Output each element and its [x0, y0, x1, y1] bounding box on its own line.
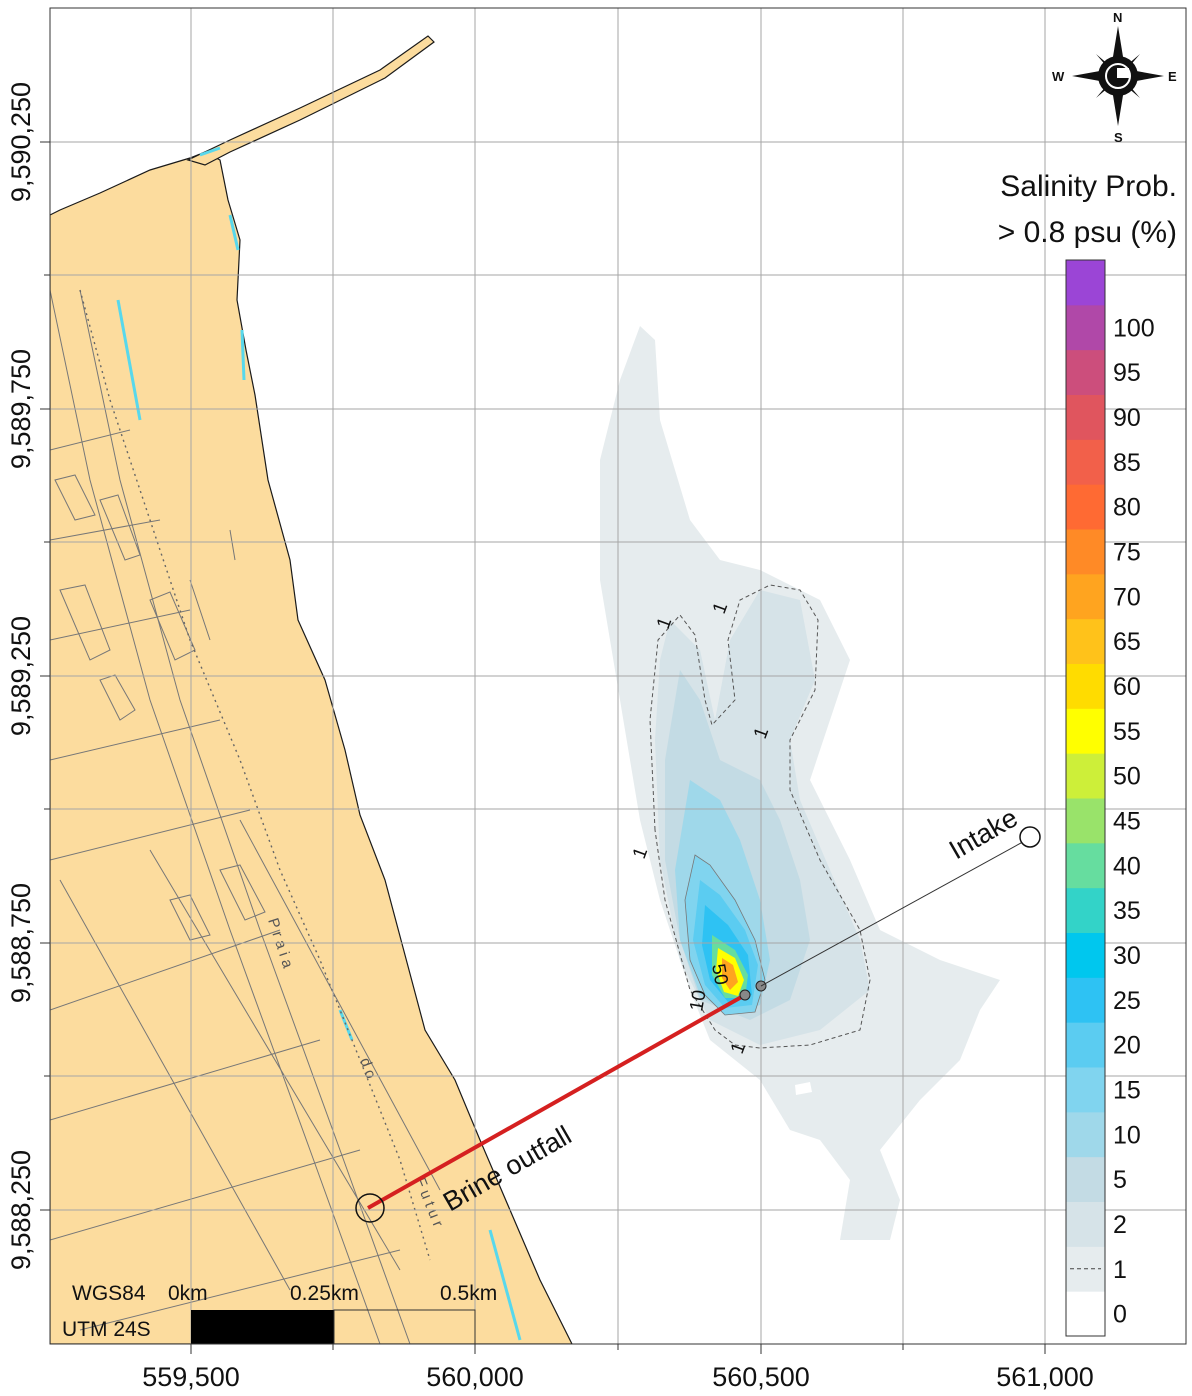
legend-label-2: 2 — [1113, 1211, 1127, 1239]
legend-label-25: 25 — [1113, 987, 1141, 1015]
legend-label-35: 35 — [1113, 897, 1141, 925]
outfall-origin-marker — [355, 1193, 385, 1223]
legend-label-50: 50 — [1113, 763, 1141, 791]
legend-swatch-45 — [1066, 798, 1105, 844]
contour-label-10: 10 — [686, 988, 710, 1012]
coordinate-grid — [50, 8, 1186, 1344]
legend-swatch-80 — [1066, 484, 1105, 530]
x-tick-label-560000: 560,000 — [426, 1362, 524, 1392]
legend-label-90: 90 — [1113, 404, 1141, 432]
x-axis: 559,500 560,000 560,500 561,000 — [142, 1344, 1094, 1392]
brine-outfall-pipe — [367, 993, 746, 1210]
shoreline-water — [116, 146, 522, 1341]
legend-swatch-95 — [1066, 349, 1105, 395]
legend-label-10: 10 — [1113, 1121, 1141, 1149]
scale-datum: WGS84 — [72, 1282, 146, 1305]
legend-label-40: 40 — [1113, 852, 1141, 880]
scale-label-0: 0km — [168, 1282, 208, 1305]
legend-label-70: 70 — [1113, 583, 1141, 611]
legend-border — [1065, 259, 1106, 1337]
legend-swatch-40 — [1066, 842, 1105, 889]
legend-swatch-0 — [1066, 1291, 1105, 1337]
legend-label-5: 5 — [1113, 1166, 1127, 1194]
north-arrow-icon: N S E W — [1052, 10, 1177, 145]
legend-swatch-15 — [1066, 1067, 1105, 1113]
legend-swatch-25 — [1066, 977, 1105, 1023]
legend-label-60: 60 — [1113, 673, 1141, 701]
contour-label-50: 50 — [707, 962, 731, 986]
y-tick-label-9589750: 9,589,750 — [6, 349, 36, 469]
y-tick-label-9589250: 9,589,250 — [6, 616, 36, 736]
legend-swatch-90 — [1066, 394, 1105, 440]
legend-swatch-2 — [1066, 1201, 1105, 1247]
scale-bar: WGS84 UTM 24S 0km 0.25km 0.5km — [62, 1282, 497, 1344]
legend-swatch-60 — [1066, 663, 1105, 709]
legend-swatch-10 — [1066, 1111, 1105, 1158]
compass-w: W — [1052, 69, 1065, 84]
legend-label-85: 85 — [1113, 449, 1141, 477]
pier — [186, 35, 435, 166]
legend-swatch-20 — [1066, 1022, 1105, 1068]
legend-label-45: 45 — [1113, 807, 1141, 835]
x-tick-label-559500: 559,500 — [142, 1362, 240, 1392]
scale-label-025: 0.25km — [290, 1282, 359, 1305]
compass-s: S — [1114, 130, 1123, 145]
legend-label-55: 55 — [1113, 718, 1141, 746]
intake-pipe — [760, 837, 1031, 987]
legend-colorbar: 0125101520253035404550556065707580859095… — [1065, 259, 1155, 1337]
legend-title-line1: Salinity Prob. — [1000, 170, 1177, 203]
scale-projection: UTM 24S — [62, 1318, 151, 1341]
plume-class-0-1 — [600, 326, 1000, 1240]
legend-label-1: 1 — [1113, 1256, 1127, 1284]
legend-label-0: 0 — [1113, 1301, 1127, 1329]
scale-label-05: 0.5km — [440, 1282, 497, 1305]
legend-label-80: 80 — [1113, 494, 1141, 522]
compass-e: E — [1168, 69, 1177, 84]
legend-swatch-55 — [1066, 708, 1105, 754]
scale-segment-black — [191, 1310, 334, 1344]
legend-label-30: 30 — [1113, 942, 1141, 970]
legend-swatch-100 — [1066, 304, 1105, 351]
legend-label-65: 65 — [1113, 628, 1141, 656]
legend-swatch-75 — [1066, 529, 1105, 575]
legend-title-line2: > 0.8 psu (%) — [998, 216, 1177, 249]
legend-label-15: 15 — [1113, 1076, 1141, 1104]
legend-swatch-30 — [1066, 932, 1105, 978]
legend-label-20: 20 — [1113, 1032, 1141, 1060]
plume-class-60-75 — [722, 958, 738, 990]
legend-swatch-50 — [1066, 753, 1105, 799]
legend-swatch-5 — [1066, 1156, 1105, 1202]
compass-n: N — [1113, 10, 1122, 25]
legend-label-100: 100 — [1113, 314, 1155, 342]
street-label-do: d o — [356, 1056, 379, 1081]
x-tick-label-561000: 561,000 — [996, 1362, 1094, 1392]
y-axis: 9,590,250 9,589,750 9,589,250 9,588,750 … — [6, 82, 50, 1270]
y-tick-label-9588750: 9,588,750 — [6, 883, 36, 1003]
isoline-1-percent — [649, 584, 871, 1049]
intake-marker — [1019, 826, 1041, 848]
diffuser-point-1 — [739, 989, 751, 1001]
y-tick-label-9590250: 9,590,250 — [6, 82, 36, 202]
scale-segment-white — [333, 1309, 476, 1344]
legend-swatch-65 — [1066, 618, 1105, 664]
salinity-plume — [600, 326, 1000, 1240]
legend-swatch-top — [1066, 260, 1105, 306]
x-tick-label-560500: 560,500 — [712, 1362, 810, 1392]
legend-swatch-35 — [1066, 887, 1105, 933]
legend-swatch-85 — [1066, 439, 1105, 485]
legend-label-95: 95 — [1113, 359, 1141, 387]
legend-swatch-70 — [1066, 573, 1105, 620]
plume-hole — [795, 1082, 812, 1095]
y-tick-label-9588250: 9,588,250 — [6, 1150, 36, 1270]
legend-label-75: 75 — [1113, 538, 1141, 566]
